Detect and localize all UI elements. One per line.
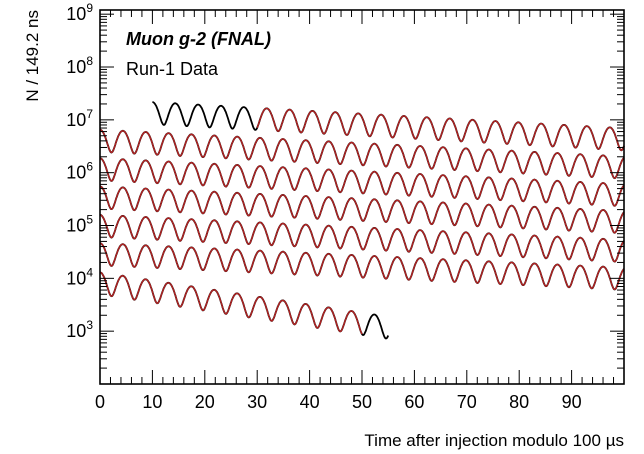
y-axis-ticks: 103 104 105 106 107 108 109: [66, 1, 624, 385]
fit-series-line: [99, 271, 363, 335]
fit-series-line: [99, 242, 625, 291]
y-tick-label: 109: [66, 1, 93, 24]
x-tick-label: 10: [142, 392, 162, 412]
x-tick-label: 70: [457, 392, 477, 412]
x-tick-label: 90: [562, 392, 582, 412]
x-tick-label: 40: [300, 392, 320, 412]
y-axis-label: N / 149.2 ns: [23, 10, 42, 102]
wiggle-curves: [99, 101, 625, 340]
x-tick-label: 0: [95, 392, 105, 412]
y-tick-label: 107: [66, 107, 93, 130]
fit-series-line: [99, 128, 625, 179]
y-tick-label: 104: [66, 265, 93, 288]
x-tick-label: 80: [509, 392, 529, 412]
x-axis-label: Time after injection modulo 100 µs: [364, 431, 624, 450]
x-axis-ticks: 0 10 20 30 40 50 60 70 80 90: [95, 10, 625, 412]
fit-series-line: [256, 107, 625, 152]
fit-series-line: [100, 185, 625, 234]
annotation-subtitle: Run-1 Data: [126, 59, 219, 79]
x-tick-label: 30: [247, 392, 267, 412]
y-tick-label: 106: [66, 160, 93, 183]
x-tick-label: 60: [404, 392, 424, 412]
y-tick-label: 103: [66, 318, 93, 341]
x-tick-label: 50: [352, 392, 372, 412]
x-tick-label: 20: [195, 392, 215, 412]
fit-series-line: [99, 157, 625, 207]
annotation-title: Muon g-2 (FNAL): [126, 29, 271, 49]
y-tick-label: 108: [66, 54, 93, 77]
fit-series-line: [99, 214, 625, 263]
y-tick-label: 105: [66, 213, 93, 236]
